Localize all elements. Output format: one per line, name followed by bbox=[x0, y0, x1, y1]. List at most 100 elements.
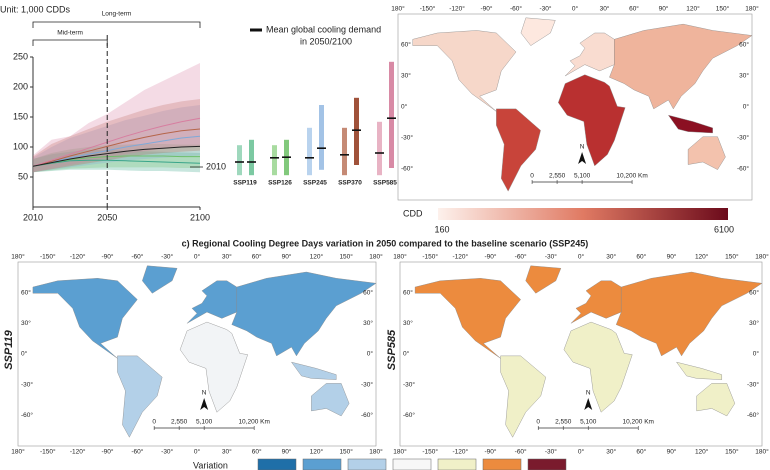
country-region bbox=[570, 280, 622, 324]
scale-label: 2,550 bbox=[555, 419, 572, 426]
range-bar bbox=[342, 127, 347, 176]
country-region bbox=[525, 265, 562, 294]
longitude-label: -90° bbox=[102, 448, 114, 456]
latitude-label: 30° bbox=[403, 319, 413, 327]
range-bar bbox=[389, 61, 394, 168]
longitude-label: -30° bbox=[540, 5, 552, 13]
y-tick-label: 100 bbox=[13, 141, 28, 151]
longitude-label: -60° bbox=[131, 253, 143, 261]
latitude-label: 0° bbox=[401, 103, 408, 111]
longitude-label: 30° bbox=[606, 448, 616, 456]
longitude-label: -60° bbox=[515, 448, 527, 456]
longitude-label: -90° bbox=[485, 448, 497, 456]
longitude-label: 60° bbox=[636, 448, 646, 456]
country-region bbox=[412, 30, 517, 112]
legend-swatch bbox=[392, 458, 432, 470]
y-tick-label: 200 bbox=[13, 81, 28, 91]
longitude-label: -120° bbox=[449, 5, 465, 13]
y-tick-label: 250 bbox=[13, 51, 28, 61]
range-bar bbox=[354, 97, 359, 165]
legend-swatch bbox=[437, 458, 477, 470]
latitude-label: -60° bbox=[361, 411, 373, 419]
latitude-label: 0° bbox=[403, 350, 410, 358]
country-region bbox=[186, 280, 237, 324]
longitude-label: -90° bbox=[481, 5, 493, 13]
country-region bbox=[558, 74, 626, 167]
latitude-label: -30° bbox=[403, 380, 415, 388]
colorbar-min: 160 bbox=[434, 224, 449, 234]
longitude-label: 150° bbox=[725, 448, 739, 456]
country-region bbox=[414, 278, 521, 359]
latitude-label: 60° bbox=[739, 41, 749, 49]
latitude-label: 0° bbox=[367, 350, 374, 358]
latitude-label: -60° bbox=[21, 411, 33, 419]
north-label: N bbox=[580, 144, 585, 151]
country-region bbox=[676, 361, 722, 380]
latitude-label: 60° bbox=[363, 288, 373, 296]
latitude-label: 0° bbox=[743, 103, 750, 111]
country-region bbox=[609, 23, 753, 110]
latitude-label: 0° bbox=[21, 350, 28, 358]
scale-label: 10,200 Km bbox=[616, 173, 647, 180]
country-region bbox=[500, 355, 547, 438]
uncertainty-band bbox=[33, 144, 200, 173]
latitude-label: 30° bbox=[749, 319, 759, 327]
longitude-label: -120° bbox=[453, 448, 469, 456]
mid-term-label: Mid-term bbox=[57, 30, 83, 37]
country-region bbox=[311, 383, 350, 417]
longitude-label: 90° bbox=[282, 253, 292, 261]
longitude-label: 150° bbox=[725, 253, 739, 261]
longitude-label: -30° bbox=[545, 253, 557, 261]
longitude-label: 60° bbox=[629, 5, 639, 13]
series-line bbox=[32, 159, 201, 167]
longitude-label: -150° bbox=[422, 253, 438, 261]
longitude-label: -30° bbox=[161, 253, 173, 261]
series-line bbox=[32, 135, 201, 167]
scale-label: 5,100 bbox=[574, 173, 591, 180]
longitude-label: 150° bbox=[716, 5, 730, 13]
longitude-label: 90° bbox=[282, 448, 292, 456]
longitude-label: 30° bbox=[600, 5, 610, 13]
range-bar bbox=[249, 139, 254, 176]
latitude-label: -60° bbox=[401, 165, 413, 173]
colorbar-label: CDD bbox=[403, 208, 423, 218]
category-label: SSP126 bbox=[268, 180, 292, 187]
uncertainty-band bbox=[33, 99, 200, 173]
latitude-label: -30° bbox=[21, 380, 33, 388]
latitude-label: 30° bbox=[739, 72, 749, 80]
category-label: SSP119 bbox=[233, 180, 257, 187]
latitude-label: 0° bbox=[753, 350, 760, 358]
north-label: N bbox=[202, 390, 207, 397]
range-bar bbox=[307, 127, 312, 176]
scale-label: 10,200 Km bbox=[238, 419, 269, 426]
longitude-label: 150° bbox=[339, 448, 353, 456]
latitude-label: 30° bbox=[21, 319, 31, 327]
longitude-label: 150° bbox=[339, 253, 353, 261]
category-label: SSP370 bbox=[338, 180, 362, 187]
longitude-label: 180° bbox=[745, 5, 759, 13]
legend-swatch bbox=[527, 458, 567, 470]
longitude-label: 120° bbox=[310, 448, 324, 456]
north-label: N bbox=[586, 390, 591, 397]
longitude-label: 90° bbox=[667, 448, 677, 456]
longitude-label: -60° bbox=[510, 5, 522, 13]
scale-label: 0 bbox=[530, 173, 534, 180]
longitude-label: 180° bbox=[391, 5, 405, 13]
longitude-label: 0° bbox=[578, 253, 585, 261]
colorbar bbox=[438, 208, 728, 220]
latitude-label: 60° bbox=[21, 288, 31, 296]
longitude-label: -150° bbox=[420, 5, 436, 13]
longitude-label: -60° bbox=[515, 253, 527, 261]
longitude-label: 60° bbox=[252, 253, 262, 261]
longitude-label: -120° bbox=[70, 253, 86, 261]
scale-label: 2,550 bbox=[171, 419, 188, 426]
legend-swatch bbox=[257, 458, 297, 470]
longitude-label: -120° bbox=[453, 253, 469, 261]
x-tick-label: 2010 bbox=[23, 212, 43, 222]
longitude-label: 180° bbox=[393, 253, 407, 261]
longitude-label: -120° bbox=[70, 448, 86, 456]
longitude-label: -150° bbox=[40, 448, 56, 456]
longitude-label: 60° bbox=[636, 253, 646, 261]
longitude-label: 30° bbox=[222, 448, 232, 456]
